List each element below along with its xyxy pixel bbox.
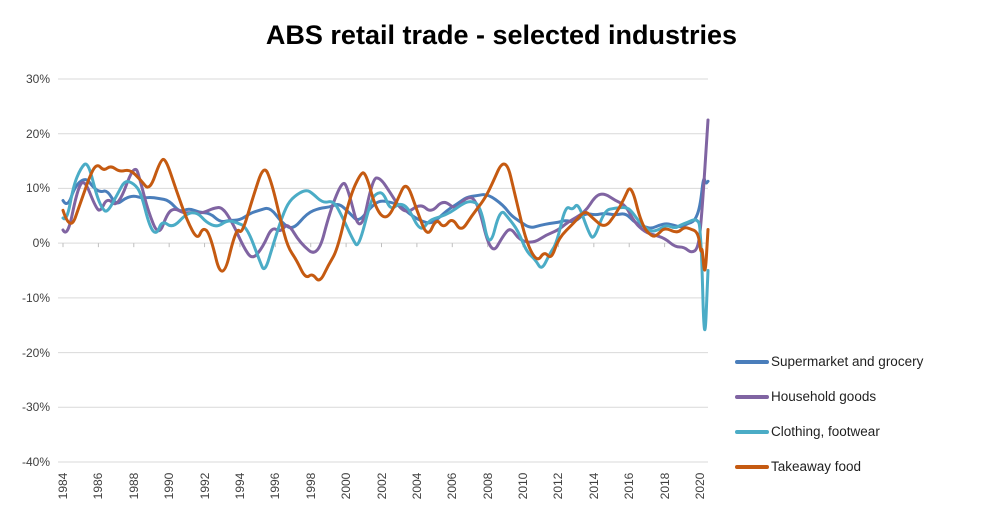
x-tick-label: 2004 (409, 472, 424, 500)
series-line-takeaway-food (61, 157, 710, 282)
x-tick-label: 2010 (516, 472, 531, 500)
x-tick-label: 1994 (232, 472, 247, 500)
x-tick-label: 2006 (445, 472, 460, 500)
x-tick-label: 2002 (374, 472, 389, 500)
x-tick-label: 1986 (91, 472, 106, 500)
x-tick-label: 1998 (303, 472, 318, 500)
legend-label: Household goods (771, 389, 877, 404)
y-tick-label: 20% (25, 126, 50, 141)
legend-swatch (735, 394, 769, 399)
y-tick-label: 0% (32, 236, 50, 251)
legend-item-supermarket-and-grocery: Supermarket and grocery (735, 344, 1003, 379)
x-tick-label: 1992 (197, 472, 212, 500)
x-tick-label: 1996 (268, 472, 283, 500)
y-tick-label: -40% (21, 455, 50, 469)
x-tick-label: 2008 (480, 472, 495, 500)
series-line-clothing-footwear (61, 162, 710, 332)
legend-swatch (735, 429, 769, 434)
y-tick-label: -30% (21, 400, 50, 415)
legend-label: Supermarket and grocery (771, 354, 924, 369)
chart-title: ABS retail trade - selected industries (265, 20, 738, 50)
legend-item-clothing-footwear: Clothing, footwear (735, 414, 1003, 449)
legend: Supermarket and grocery Household goods Cl… (735, 344, 1003, 484)
x-tick-label: 2018 (657, 472, 672, 500)
legend-item-household-goods: Household goods (735, 379, 1003, 414)
legend-label: Clothing, footwear (771, 424, 880, 439)
x-tick-label: 1984 (56, 472, 70, 500)
y-tick-label: -10% (21, 290, 50, 305)
y-tick-label: -20% (21, 345, 50, 360)
x-tick-label: 2014 (586, 472, 601, 500)
y-tick-label: 10% (25, 181, 50, 196)
x-tick-label: 1990 (162, 472, 177, 500)
x-tick-label: 2000 (339, 472, 354, 500)
x-tick-label: 1988 (126, 472, 141, 500)
y-tick-label: 30% (25, 72, 50, 86)
legend-swatch (735, 464, 769, 469)
legend-item-takeaway-food: Takeaway food (735, 449, 1003, 484)
x-tick-label: 2012 (551, 472, 566, 500)
x-tick-label: 2016 (622, 472, 637, 500)
x-tick-label: 2020 (693, 472, 707, 500)
legend-swatch (735, 359, 769, 364)
legend-label: Takeaway food (771, 459, 862, 474)
